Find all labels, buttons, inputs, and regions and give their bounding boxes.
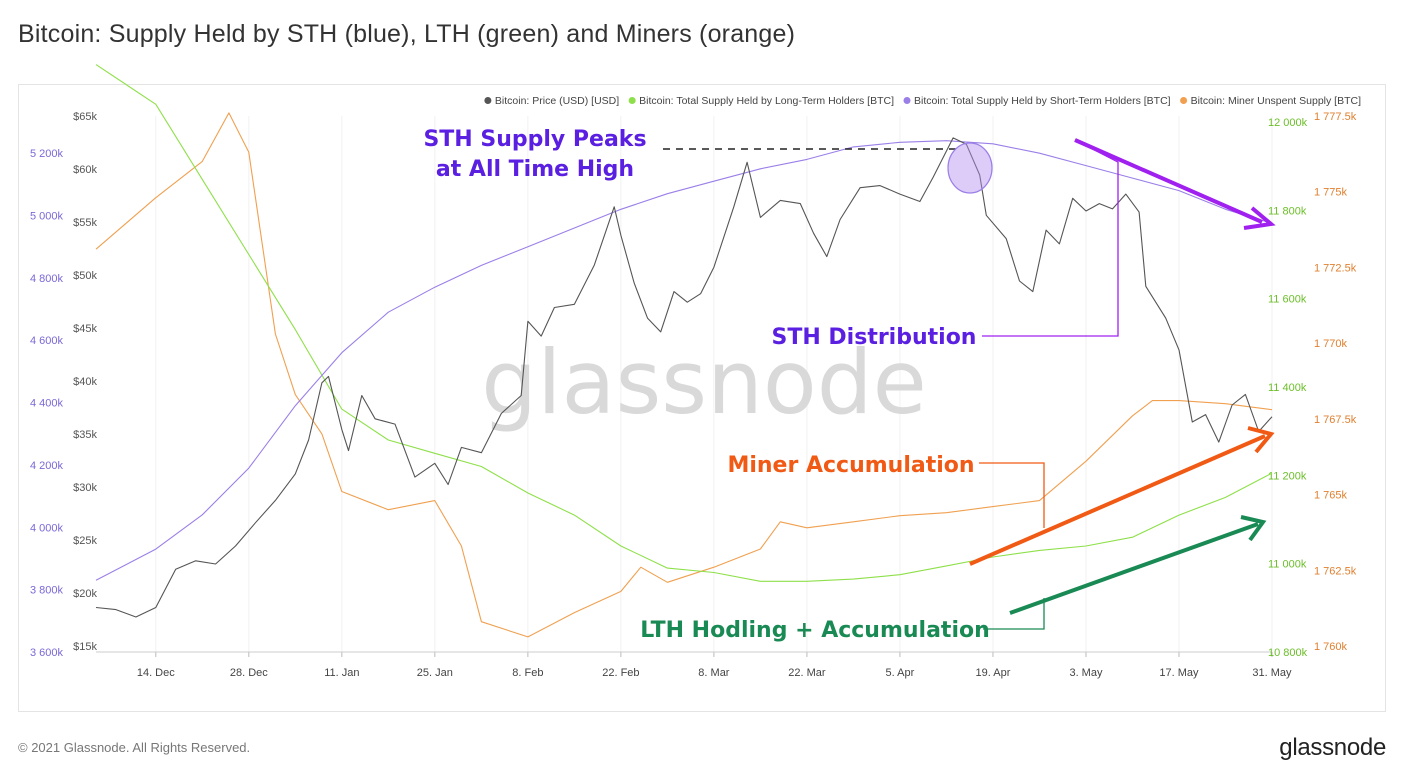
sth-axis-tick-label: 4 800k xyxy=(30,273,64,285)
sth-series-line xyxy=(95,140,1273,581)
sth-distribution-bracket xyxy=(982,139,1119,337)
price-axis-tick-label: $55k xyxy=(73,217,97,229)
miner-trend-arrowhead xyxy=(1247,426,1275,454)
lth-axis-tick-label: 11 800k xyxy=(1268,205,1307,217)
lth-axis-tick-label: 11 000k xyxy=(1268,559,1307,571)
footer-logo: glassnode xyxy=(1279,734,1386,761)
sth-axis-tick-label: 4 400k xyxy=(30,398,64,410)
price-axis-tick-label: $25k xyxy=(73,535,97,547)
price-axis-tick-label: $60k xyxy=(73,164,97,176)
lth-trend-arrowhead xyxy=(1240,515,1267,542)
legend-label: Bitcoin: Total Supply Held by Long-Term … xyxy=(639,95,894,107)
sth-axis-tick-label: 4 600k xyxy=(30,335,64,347)
lth-axis-tick-label: 11 600k xyxy=(1268,294,1307,306)
miner-trend-arrow xyxy=(969,434,1266,566)
x-tick-label: 8. Mar xyxy=(698,667,730,679)
miner-series-line xyxy=(95,112,1273,638)
miner-axis-tick-label: 1 772.5k xyxy=(1314,262,1357,274)
price-series-line xyxy=(95,137,1273,618)
sth-peak-label-1: STH Supply Peaks xyxy=(423,127,646,152)
lth-axis-tick-label: 10 800k xyxy=(1268,647,1308,659)
x-tick-label: 8. Feb xyxy=(512,667,543,679)
sth-axis-tick-label: 5 200k xyxy=(30,148,64,160)
x-tick-label: 25. Jan xyxy=(417,667,453,679)
x-tick-label: 5. Apr xyxy=(886,667,915,679)
price-axis-tick-label: $45k xyxy=(73,323,97,335)
miner-axis-tick-label: 1 770k xyxy=(1314,338,1348,350)
x-tick-label: 22. Feb xyxy=(602,667,639,679)
miner-axis-tick-label: 1 762.5k xyxy=(1314,565,1357,577)
legend-label: Bitcoin: Total Supply Held by Short-Term… xyxy=(914,95,1171,107)
legend-swatch xyxy=(484,97,492,104)
sth-axis-tick-label: 5 000k xyxy=(30,211,64,223)
lth-series-line xyxy=(95,64,1273,582)
miner-axis-tick-label: 1 765k xyxy=(1314,490,1348,502)
sth-distribution-label: STH Distribution xyxy=(772,325,977,350)
miner-accumulation-label: Miner Accumulation xyxy=(727,453,974,478)
lth-trend-arrow xyxy=(1009,522,1259,615)
price-axis-tick-label: $35k xyxy=(73,429,97,441)
lth-accumulation-bracket xyxy=(983,598,1045,630)
lth-axis-tick-label: 11 400k xyxy=(1268,382,1307,394)
x-tick-label: 31. May xyxy=(1252,667,1292,679)
x-tick-label: 17. May xyxy=(1159,667,1199,679)
sth-axis-tick-label: 4 000k xyxy=(30,522,64,534)
sth-trend-arrowhead xyxy=(1243,206,1276,230)
legend-label: Bitcoin: Price (USD) [USD] xyxy=(495,95,619,107)
price-axis-tick-label: $65k xyxy=(73,111,97,123)
price-axis-tick-label: $20k xyxy=(73,588,97,600)
x-tick-label: 22. Mar xyxy=(788,667,826,679)
price-axis-tick-label: $15k xyxy=(73,641,97,653)
page-title: Bitcoin: Supply Held by STH (blue), LTH … xyxy=(18,20,796,48)
footer-copyright: © 2021 Glassnode. All Rights Reserved. xyxy=(18,740,251,755)
miner-axis-tick-label: 1 775k xyxy=(1314,187,1348,199)
x-tick-label: 3. May xyxy=(1069,667,1103,679)
lth-axis-tick-label: 12 000k xyxy=(1268,117,1308,129)
miner-axis-tick-label: 1 777.5k xyxy=(1314,111,1357,123)
x-tick-label: 19. Apr xyxy=(976,667,1011,679)
legend-label: Bitcoin: Miner Unspent Supply [BTC] xyxy=(1191,95,1361,107)
sth-axis-tick-label: 3 600k xyxy=(30,647,64,659)
legend-swatch xyxy=(1180,97,1188,104)
legend-swatch xyxy=(628,97,636,104)
chart-frame xyxy=(18,84,1386,712)
x-tick-label: 28. Dec xyxy=(230,667,268,679)
chart-watermark: glassnode xyxy=(481,331,927,434)
price-axis-tick-label: $50k xyxy=(73,270,97,282)
sth-trend-arrow xyxy=(1074,138,1263,224)
sth-axis-tick-label: 3 800k xyxy=(30,585,64,597)
lth-accumulation-label: LTH Hodling + Accumulation xyxy=(640,618,990,643)
miner-accumulation-bracket xyxy=(979,462,1045,528)
x-tick-label: 14. Dec xyxy=(137,667,175,679)
sth-peak-label-2: at All Time High xyxy=(436,157,634,182)
sth-peak-circle xyxy=(947,142,993,194)
miner-axis-tick-label: 1 760k xyxy=(1314,641,1348,653)
legend-swatch xyxy=(903,97,911,104)
x-tick-label: 11. Jan xyxy=(324,667,359,679)
miner-axis-tick-label: 1 767.5k xyxy=(1314,414,1357,426)
lth-axis-tick-label: 11 200k xyxy=(1268,470,1307,482)
sth-axis-tick-label: 4 200k xyxy=(30,460,64,472)
price-axis-tick-label: $40k xyxy=(73,376,97,388)
price-axis-tick-label: $30k xyxy=(73,482,97,494)
